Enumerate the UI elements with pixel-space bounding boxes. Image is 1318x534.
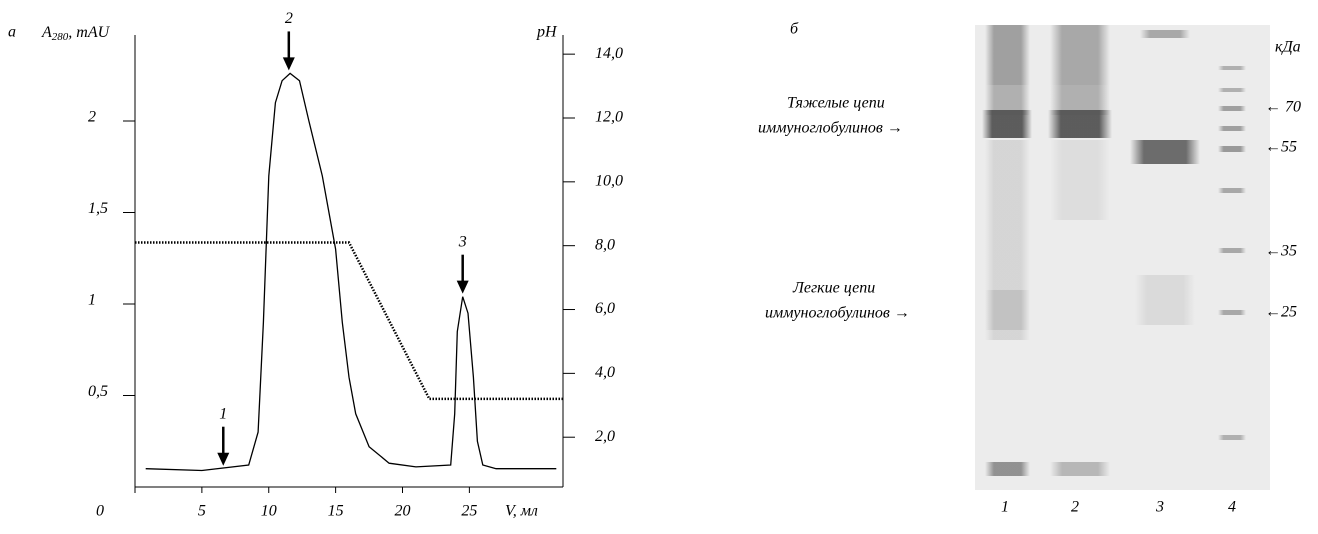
series-line <box>135 241 563 401</box>
lane-label: 2 <box>1071 499 1079 516</box>
heavy-chain-label: Тяжелые цепи <box>787 95 885 112</box>
marker-label: ←25 <box>1265 304 1297 321</box>
panel-label: б <box>790 21 799 38</box>
bands <box>982 25 1246 476</box>
annotation-arrowhead <box>456 280 469 294</box>
y2-tick-label: 8,0 <box>595 236 615 253</box>
y2-tick-label: 12,0 <box>595 109 623 126</box>
annotation-label: 3 <box>458 233 467 250</box>
annotation-arrowhead <box>282 57 295 71</box>
y-tick-label: 2 <box>88 109 96 126</box>
annotation-label: 1 <box>219 405 227 422</box>
x-tick-label: 5 <box>198 503 206 520</box>
x-tick-label: 0 <box>96 503 104 520</box>
x-axis-label: V, мл <box>505 503 538 520</box>
lane-label: 1 <box>1001 499 1009 516</box>
x-tick-label: 15 <box>328 503 344 520</box>
x-tick-label: 10 <box>261 503 277 520</box>
marker-label: ←55 <box>1265 139 1297 156</box>
lane-label: 3 <box>1155 499 1164 516</box>
gel-unit: кДа <box>1275 39 1301 56</box>
y-tick-label: 1,5 <box>88 200 108 217</box>
y-axis-label: A280, mAU <box>41 24 111 43</box>
marker-label: ←35 <box>1265 243 1297 260</box>
y2-tick-label: 2,0 <box>595 428 615 445</box>
y-tick-label: 0,5 <box>88 383 108 400</box>
chromatogram: A280, mAU pH V, мл 0 5 10 15 20 25 0,5 1 1,5 2 2,0… <box>41 10 623 520</box>
y2-tick-label: 4,0 <box>595 364 615 381</box>
annotation-label: 2 <box>285 10 293 27</box>
series-line <box>145 72 557 472</box>
y2-tick-label: 14,0 <box>595 45 623 62</box>
x-tick-label: 25 <box>461 503 477 520</box>
y2-tick-label: 10,0 <box>595 173 623 190</box>
y-tick-label: 1 <box>88 292 96 309</box>
y2-axis-label: pH <box>536 24 558 41</box>
heavy-chain-label: иммуноглобулинов → <box>758 120 903 137</box>
x-tick-label: 20 <box>395 503 411 520</box>
gel: кДа ← 70 ←55 ←35 ←25 1 2 3 4 Тяжелые цеп… <box>758 25 1301 516</box>
marker-label: ← 70 <box>1265 99 1301 116</box>
y2-tick-label: 6,0 <box>595 300 615 317</box>
light-chain-label: иммуноглобулинов → <box>765 305 910 322</box>
light-chain-label: Легкие цепи <box>792 280 875 297</box>
lane-label: 4 <box>1228 499 1236 516</box>
annotation-arrowhead <box>217 452 230 466</box>
panel-label: а <box>8 24 16 41</box>
